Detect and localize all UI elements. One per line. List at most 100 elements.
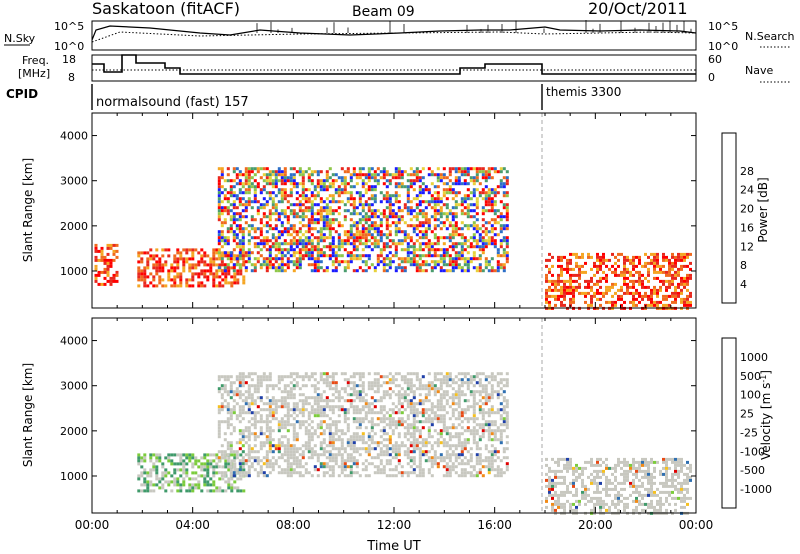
data-cell [307, 257, 311, 261]
data-cell [475, 441, 479, 445]
data-cell [406, 453, 410, 457]
data-cell [409, 251, 413, 255]
data-cell [331, 408, 335, 412]
data-cell [313, 414, 317, 418]
data-cell [277, 381, 281, 385]
data-cell [472, 408, 476, 412]
data-cell [373, 224, 377, 228]
data-cell [424, 236, 428, 240]
data-cell [229, 215, 233, 219]
data-cell [400, 248, 404, 252]
data-cell [487, 375, 491, 379]
data-cell [268, 450, 272, 454]
data-cell [388, 233, 392, 237]
data-cell [406, 384, 410, 388]
data-cell [502, 182, 506, 186]
data-cell [355, 417, 359, 421]
data-cell [569, 288, 572, 292]
data-cell [100, 246, 104, 250]
data-cell [463, 474, 467, 478]
data-cell [307, 263, 311, 267]
data-cell [502, 203, 506, 207]
data-cell [137, 477, 141, 481]
data-cell [217, 411, 221, 415]
data-cell [319, 411, 323, 415]
data-cell [307, 209, 311, 213]
data-cell [217, 239, 221, 243]
data-cell [683, 255, 686, 259]
data-cell [647, 285, 650, 289]
data-cell [155, 468, 159, 472]
data-cell [218, 275, 222, 279]
data-cell [352, 242, 356, 246]
data-cell [337, 191, 341, 195]
data-cell [665, 258, 668, 262]
data-cell [224, 275, 228, 279]
data-cell [325, 423, 329, 427]
data-cell [451, 396, 455, 400]
data-cell [400, 176, 404, 180]
data-cell [391, 474, 395, 478]
data-cell [283, 215, 287, 219]
data-cell [316, 218, 320, 222]
data-cell [238, 266, 242, 270]
data-cell [379, 236, 383, 240]
data-cell [241, 263, 245, 267]
data-cell [418, 254, 422, 258]
data-cell [238, 215, 242, 219]
data-cell [626, 270, 629, 274]
data-cell [445, 218, 449, 222]
data-cell [242, 278, 246, 282]
data-cell [457, 233, 461, 237]
data-cell [343, 450, 347, 454]
data-cell [262, 375, 266, 379]
data-cell [641, 285, 644, 289]
data-cell [268, 260, 272, 264]
data-cell [250, 218, 254, 222]
data-cell [364, 215, 368, 219]
data-cell [448, 438, 452, 442]
data-cell [112, 252, 116, 256]
data-cell [268, 194, 272, 198]
data-cell [478, 435, 482, 439]
data-cell [445, 399, 449, 403]
data-cell [400, 471, 404, 475]
data-cell [358, 191, 362, 195]
data-cell [490, 468, 494, 472]
data-cell [340, 167, 344, 171]
data-cell [590, 267, 593, 271]
data-cell [322, 239, 326, 243]
data-cell [406, 429, 410, 433]
data-cell [361, 182, 365, 186]
data-cell [173, 480, 177, 484]
data-cell [472, 224, 476, 228]
data-cell [415, 173, 419, 177]
data-cell [352, 197, 356, 201]
data-cell [472, 191, 476, 195]
data-cell [590, 276, 593, 280]
data-cell [337, 453, 341, 457]
data-cell [382, 260, 386, 264]
data-cell [274, 459, 278, 463]
data-cell [442, 441, 446, 445]
data-cell [554, 288, 557, 292]
data-cell [355, 435, 359, 439]
data-cell [671, 276, 674, 280]
data-cell [662, 294, 665, 298]
data-cell [283, 263, 287, 267]
data-cell [158, 263, 162, 267]
data-cell [623, 258, 626, 262]
data-cell [304, 188, 308, 192]
data-cell [644, 252, 647, 256]
data-cell [271, 179, 275, 183]
data-cell [460, 173, 464, 177]
data-cell [235, 233, 239, 237]
data-cell [316, 242, 320, 246]
data-cell [385, 263, 389, 267]
data-cell [445, 254, 449, 258]
data-cell [247, 387, 251, 391]
data-cell [112, 258, 116, 262]
data-cell [271, 257, 275, 261]
data-cell [394, 420, 398, 424]
data-cell [484, 378, 488, 382]
